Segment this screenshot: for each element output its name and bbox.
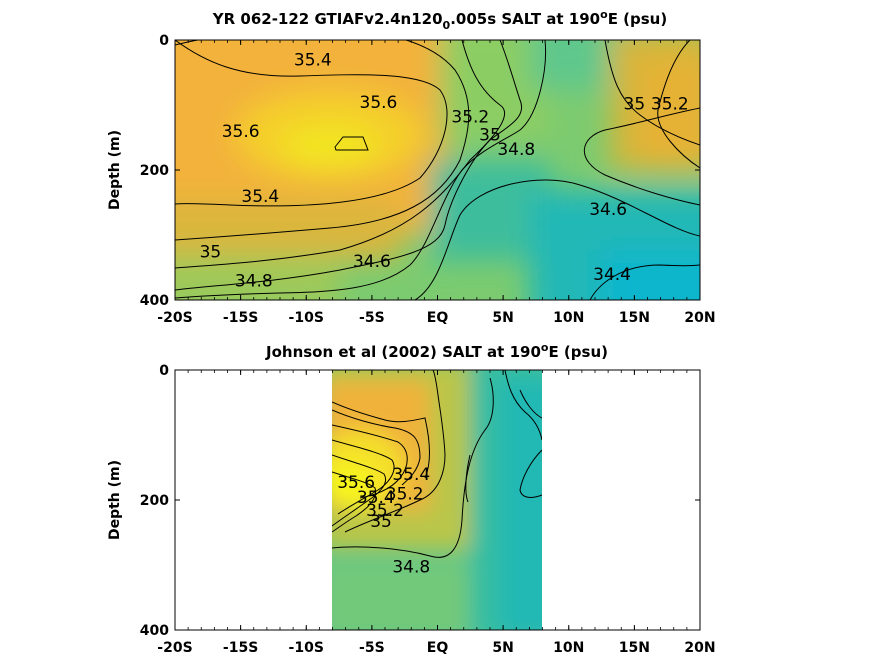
top-contour-lines: [175, 40, 700, 300]
top-panel: YR 062-122 GTIAFv2.4n1200.005s SALT at 1…: [107, 8, 716, 326]
bottom-contour-label: 34.8: [392, 557, 430, 577]
top-y-tick-label: 200: [140, 163, 169, 179]
bottom-x-axis: -20S -15S -10S -5S EQ 5N 10N 15N 20N: [157, 370, 716, 656]
top-contour-label: 35: [200, 242, 222, 262]
top-x-tick-label: 20N: [684, 310, 715, 326]
bottom-contour-lines: [332, 370, 542, 558]
top-contour-label: 35.4: [241, 187, 279, 207]
bottom-y-tick-label: 0: [159, 363, 169, 379]
top-y-tick-label: 0: [159, 33, 169, 49]
top-contour-label: 35.6: [222, 122, 260, 142]
bottom-y-tick-label: 400: [140, 623, 169, 639]
top-contour-label: 35.6: [360, 93, 398, 113]
bottom-x-tick-label: -10S: [289, 640, 324, 656]
top-x-tick-label: -20S: [157, 310, 192, 326]
bottom-x-tick-label: 20N: [684, 640, 715, 656]
bottom-contour-label: 35.4: [392, 465, 430, 485]
bottom-contour-label: 35.2: [386, 485, 424, 505]
top-contour-label: 34.6: [589, 200, 627, 220]
bottom-x-tick-label: 10N: [553, 640, 584, 656]
top-x-tick-label: 15N: [619, 310, 650, 326]
top-title: YR 062-122 GTIAFv2.4n1200.005s SALT at 1…: [212, 8, 667, 32]
top-contour-label: 35: [624, 95, 646, 115]
bottom-x-tick-label: -20S: [157, 640, 192, 656]
bottom-x-tick-label: 15N: [619, 640, 650, 656]
top-contour-label: 35.2: [451, 108, 489, 128]
top-x-tick-label: -15S: [223, 310, 258, 326]
top-y-axis: 0 200 400: [140, 33, 700, 309]
bottom-y-tick-label: 200: [140, 493, 169, 509]
top-contour-label: 34.6: [353, 252, 391, 272]
top-contour-label: 34.4: [593, 265, 631, 285]
top-x-tick-label: EQ: [427, 310, 449, 326]
top-contour-label: 35: [479, 125, 501, 145]
bottom-y-axis-label: Depth (m): [107, 460, 123, 540]
bottom-x-tick-label: EQ: [427, 640, 449, 656]
bottom-panel: Johnson et al (2002) SALT at 190oE (psu): [107, 341, 716, 656]
top-y-tick-label: 400: [140, 293, 169, 309]
bottom-title: Johnson et al (2002) SALT at 190oE (psu): [265, 341, 608, 361]
bottom-x-tick-label: -5S: [359, 640, 385, 656]
top-contour-label: 34.8: [235, 272, 273, 292]
top-contour-label: 34.8: [497, 140, 535, 160]
top-x-tick-label: 5N: [492, 310, 513, 326]
bottom-contour-label: 35.6: [337, 473, 375, 493]
top-y-axis-label: Depth (m): [107, 130, 123, 210]
bottom-x-tick-label: -15S: [223, 640, 258, 656]
top-contour-label: 35.4: [294, 51, 332, 71]
bottom-contour-label: 35: [370, 512, 392, 532]
top-contour-label: 35.2: [651, 95, 689, 115]
bottom-y-axis: 0 200 400: [140, 363, 700, 639]
bottom-contour-label: 35.2: [366, 501, 404, 521]
bottom-contour-label: 35.4: [357, 488, 395, 508]
top-x-tick-label: -5S: [359, 310, 385, 326]
top-x-tick-label: 10N: [553, 310, 584, 326]
top-x-tick-label: -10S: [289, 310, 324, 326]
bottom-x-tick-label: 5N: [492, 640, 513, 656]
